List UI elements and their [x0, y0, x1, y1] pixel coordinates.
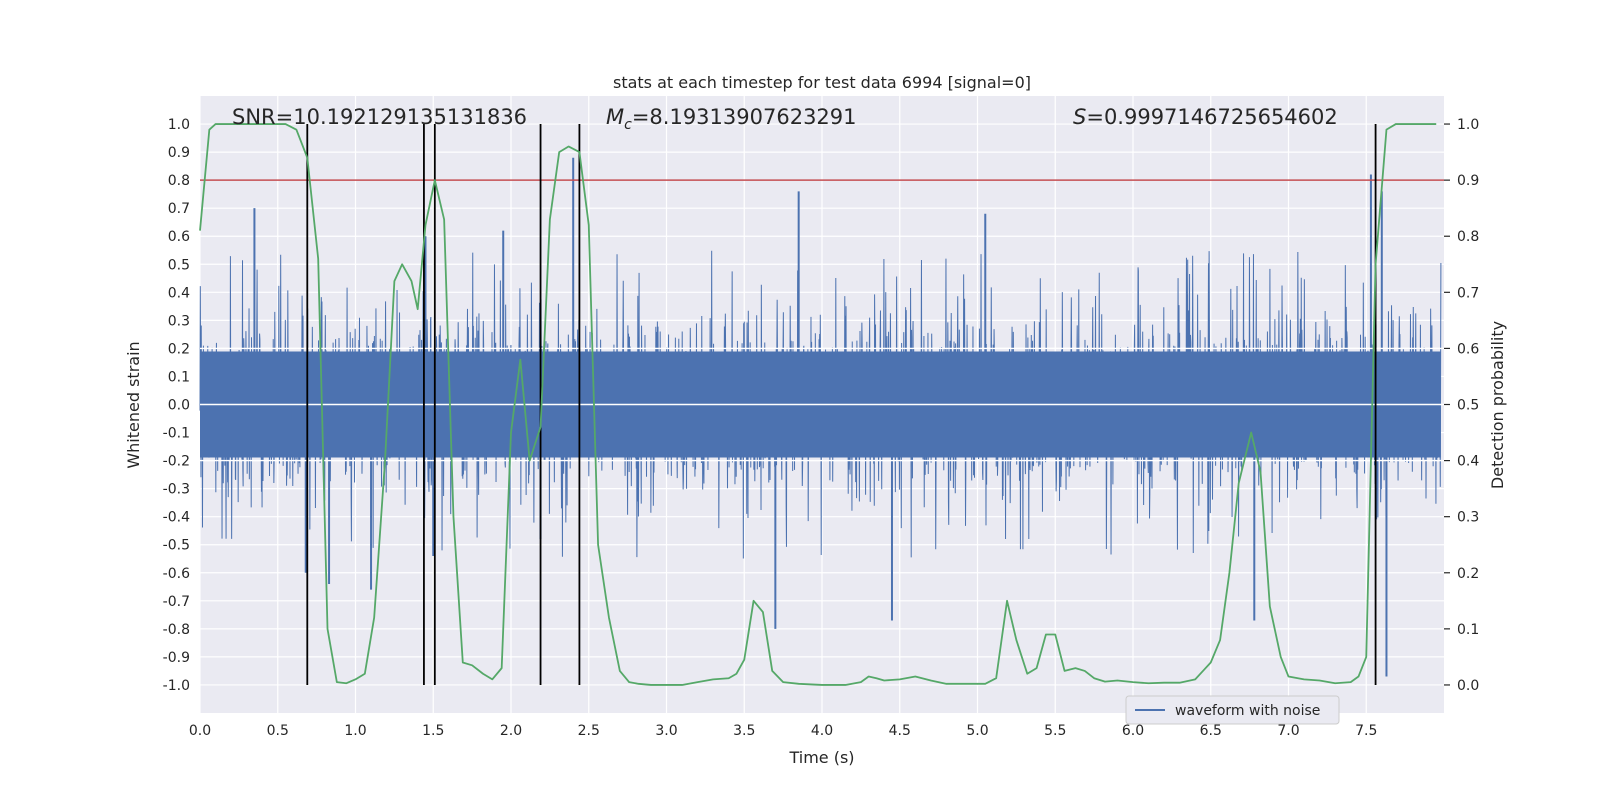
y-tick-label-left: -0.9 — [163, 650, 190, 666]
y-tick-label-left: 0.2 — [168, 341, 190, 357]
y-tick-label-left: -0.3 — [163, 482, 190, 498]
x-tick-label: 6.5 — [1200, 723, 1222, 739]
x-axis: 0.0 0.5 1.0 1.5 2.0 2.5 3.0 3.5 4.0 4.5 5.0 5.5 6.0 6… — [189, 723, 1378, 739]
chart-title: stats at each timestep for test data 699… — [613, 73, 1031, 92]
chirp-mass-symbol: M — [606, 105, 624, 129]
y-tick-label-left: 0.8 — [168, 173, 190, 189]
score-annotation: S=0.9997146725654602 — [1073, 105, 1338, 129]
y-tick-label-right: 0.7 — [1457, 285, 1479, 301]
x-tick-label: 6.0 — [1122, 723, 1144, 739]
y-axis-label-right: Detection probability — [1488, 321, 1507, 489]
y-tick-label-left: -0.8 — [163, 622, 190, 638]
y-tick-label-right: 0.4 — [1457, 454, 1479, 470]
y-tick-label-left: 0.1 — [168, 369, 190, 385]
chirp-mass-annotation: Mc=8.19313907623291 — [606, 105, 857, 133]
y-axis-left: 1.0 0.9 0.8 0.7 0.6 0.5 0.4 0.3 0.2 0.1 0.0 -0.1 -0.… — [163, 117, 190, 694]
y-tick-label-left: 1.0 — [168, 117, 190, 133]
y-tick-label-right: 0.1 — [1457, 622, 1479, 638]
snr-annotation: SNR=10.192129135131836 — [232, 105, 527, 129]
y-tick-label-left: 0.3 — [168, 313, 190, 329]
x-tick-label: 3.0 — [655, 723, 677, 739]
probability-series — [199, 123, 1437, 686]
probability-line — [199, 123, 1437, 686]
y-tick-label-right: 0.5 — [1457, 398, 1479, 414]
x-tick-label: 1.0 — [344, 723, 366, 739]
x-tick-label: 3.5 — [733, 723, 755, 739]
chirp-mass-subscript: c — [624, 117, 632, 133]
x-tick-label: 2.5 — [578, 723, 600, 739]
x-tick-label: 2.0 — [500, 723, 522, 739]
y-tick-label-left: -0.1 — [163, 426, 190, 442]
y-tick-label-left: 0.0 — [168, 398, 190, 414]
y-tick-label-right: 0.3 — [1457, 510, 1479, 526]
x-tick-label: 7.0 — [1277, 723, 1299, 739]
x-tick-label: 4.0 — [811, 723, 833, 739]
y-axis-label-left: Whitened strain — [124, 341, 143, 468]
y-tick-label-right: 0.0 — [1457, 678, 1479, 694]
x-tick-label: 4.5 — [889, 723, 911, 739]
y-tick-label-right: 0.8 — [1457, 229, 1479, 245]
y-axis-right: 1.0 0.9 0.8 0.7 0.6 0.5 0.4 0.3 0.2 0.1 0.0 — [1444, 117, 1479, 694]
y-tick-label-left: -0.6 — [163, 566, 190, 582]
y-tick-label-left: 0.5 — [168, 257, 190, 273]
y-tick-label-left: 0.4 — [168, 285, 190, 301]
x-tick-label: 1.5 — [422, 723, 444, 739]
legend-box — [1125, 695, 1340, 725]
score-value: =0.9997146725654602 — [1086, 105, 1337, 129]
y-tick-label-left: 0.9 — [168, 145, 190, 161]
y-tick-label-right: 0.2 — [1457, 566, 1479, 582]
x-tick-label: 5.0 — [966, 723, 988, 739]
y-tick-label-right: 0.9 — [1457, 173, 1479, 189]
vertical-markers — [306, 124, 1377, 685]
x-tick-label: 0.5 — [267, 723, 289, 739]
y-tick-label-right: 0.6 — [1457, 341, 1479, 357]
x-tick-label: 5.5 — [1044, 723, 1066, 739]
x-tick-label: 7.5 — [1355, 723, 1377, 739]
x-tick-label: 0.0 — [189, 723, 211, 739]
score-symbol: S — [1073, 105, 1086, 129]
legend-waveform-label: waveform with noise — [1175, 703, 1320, 719]
legend: waveform with noise — [1125, 695, 1340, 725]
y-tick-label-left: -0.4 — [163, 510, 190, 526]
y-tick-label-right: 1.0 — [1457, 117, 1479, 133]
chirp-mass-value: =8.19313907623291 — [632, 105, 857, 129]
y-tick-label-left: 0.7 — [168, 201, 190, 217]
x-axis-label: Time (s) — [788, 748, 854, 767]
y-tick-label-left: 0.6 — [168, 229, 190, 245]
y-tick-label-left: -0.2 — [163, 454, 190, 470]
y-tick-label-left: -1.0 — [163, 678, 190, 694]
y-tick-label-left: -0.7 — [163, 594, 190, 610]
waveform-series — [199, 157, 1444, 677]
y-tick-label-left: -0.5 — [163, 538, 190, 554]
